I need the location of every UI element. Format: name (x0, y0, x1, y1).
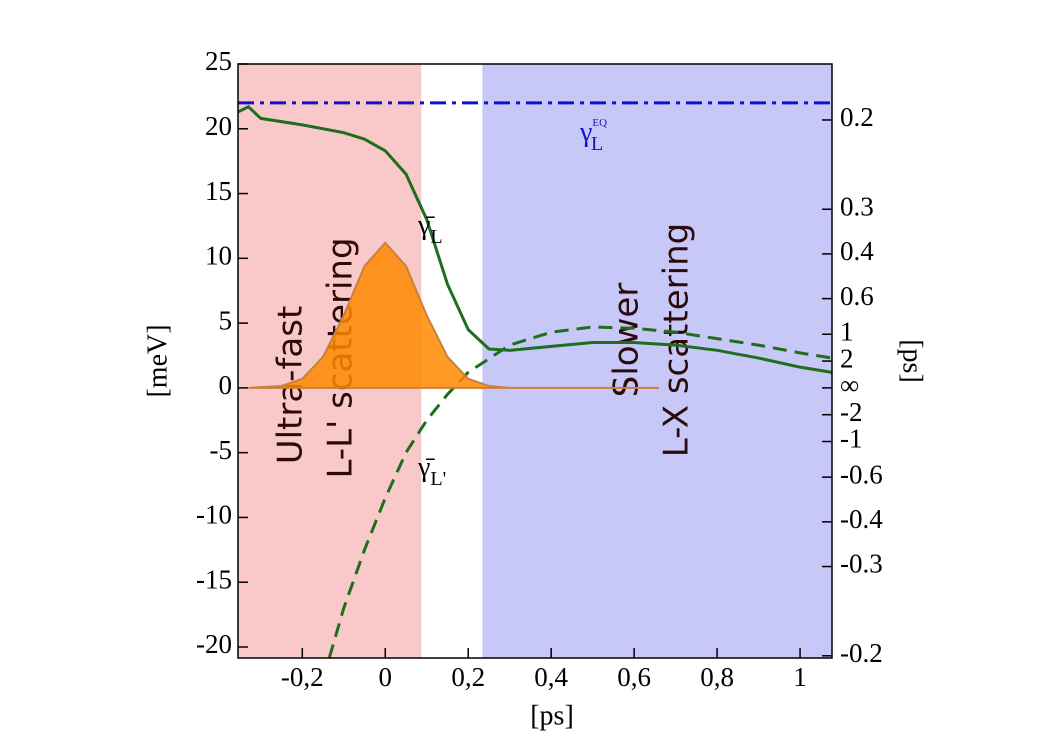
y-tick-label: -5 (210, 435, 233, 465)
y2-tick-label: -0.2 (840, 638, 883, 668)
series-label: γEQ L (579, 117, 607, 155)
y2-tick-label: -1 (840, 424, 863, 454)
y-tick-label: -20 (196, 629, 232, 659)
annotation: L-X scattering (657, 223, 697, 457)
y2-tick-label: ∞ (840, 370, 859, 400)
line (237, 104, 833, 374)
area (248, 241, 660, 389)
x-axis-label: [ps] (530, 700, 574, 731)
y-tick-label: 15 (205, 176, 232, 206)
series-label-sup: EQ (592, 117, 607, 129)
series-label-sub: L' (430, 468, 446, 490)
y2-tick-label: -0.6 (840, 459, 883, 489)
y2-tick-label: 1 (840, 316, 854, 346)
y-tick-label: 10 (205, 241, 232, 271)
series-label-sub: L (591, 133, 603, 155)
y2-tick-label: 0.3 (840, 191, 874, 221)
y2-tick-label: 0.2 (840, 102, 874, 132)
y2-tick-label: -0.4 (840, 504, 883, 534)
y-axis-label: [meV] (142, 324, 173, 397)
y2-axis-label: [ps] (897, 339, 928, 383)
x-tick-label: 0,2 (451, 662, 485, 692)
x-tick-label: 0,6 (617, 662, 651, 692)
line (327, 325, 833, 659)
y2-tick-label: 0.4 (840, 236, 874, 266)
x-tick-label: 0,8 (700, 662, 734, 692)
y-tick-label: -10 (196, 500, 232, 530)
x-tick-label: 0 (379, 662, 393, 692)
y-tick-label: 20 (205, 111, 232, 141)
annotation: Slower (607, 283, 647, 398)
series-label: γ̄L' (417, 452, 446, 489)
y2-tick-label: -2 (840, 397, 863, 427)
y2-tick-label: 2 (840, 343, 854, 373)
y-tick-label: 0 (219, 370, 233, 400)
x-tick-label: 0,4 (534, 662, 568, 692)
y-tick-label: 5 (219, 305, 233, 335)
x-tick-label: 1 (793, 662, 807, 692)
y2-tick-label: -0.3 (840, 549, 883, 579)
y2-tick-label: 0.6 (840, 281, 874, 311)
y-tick-label: -15 (196, 564, 232, 594)
series-label-sub: L (430, 226, 442, 248)
y-tick-label: 25 (205, 46, 232, 76)
series-label-name: γ (579, 117, 592, 148)
x-tick-label: -0,2 (281, 662, 324, 692)
